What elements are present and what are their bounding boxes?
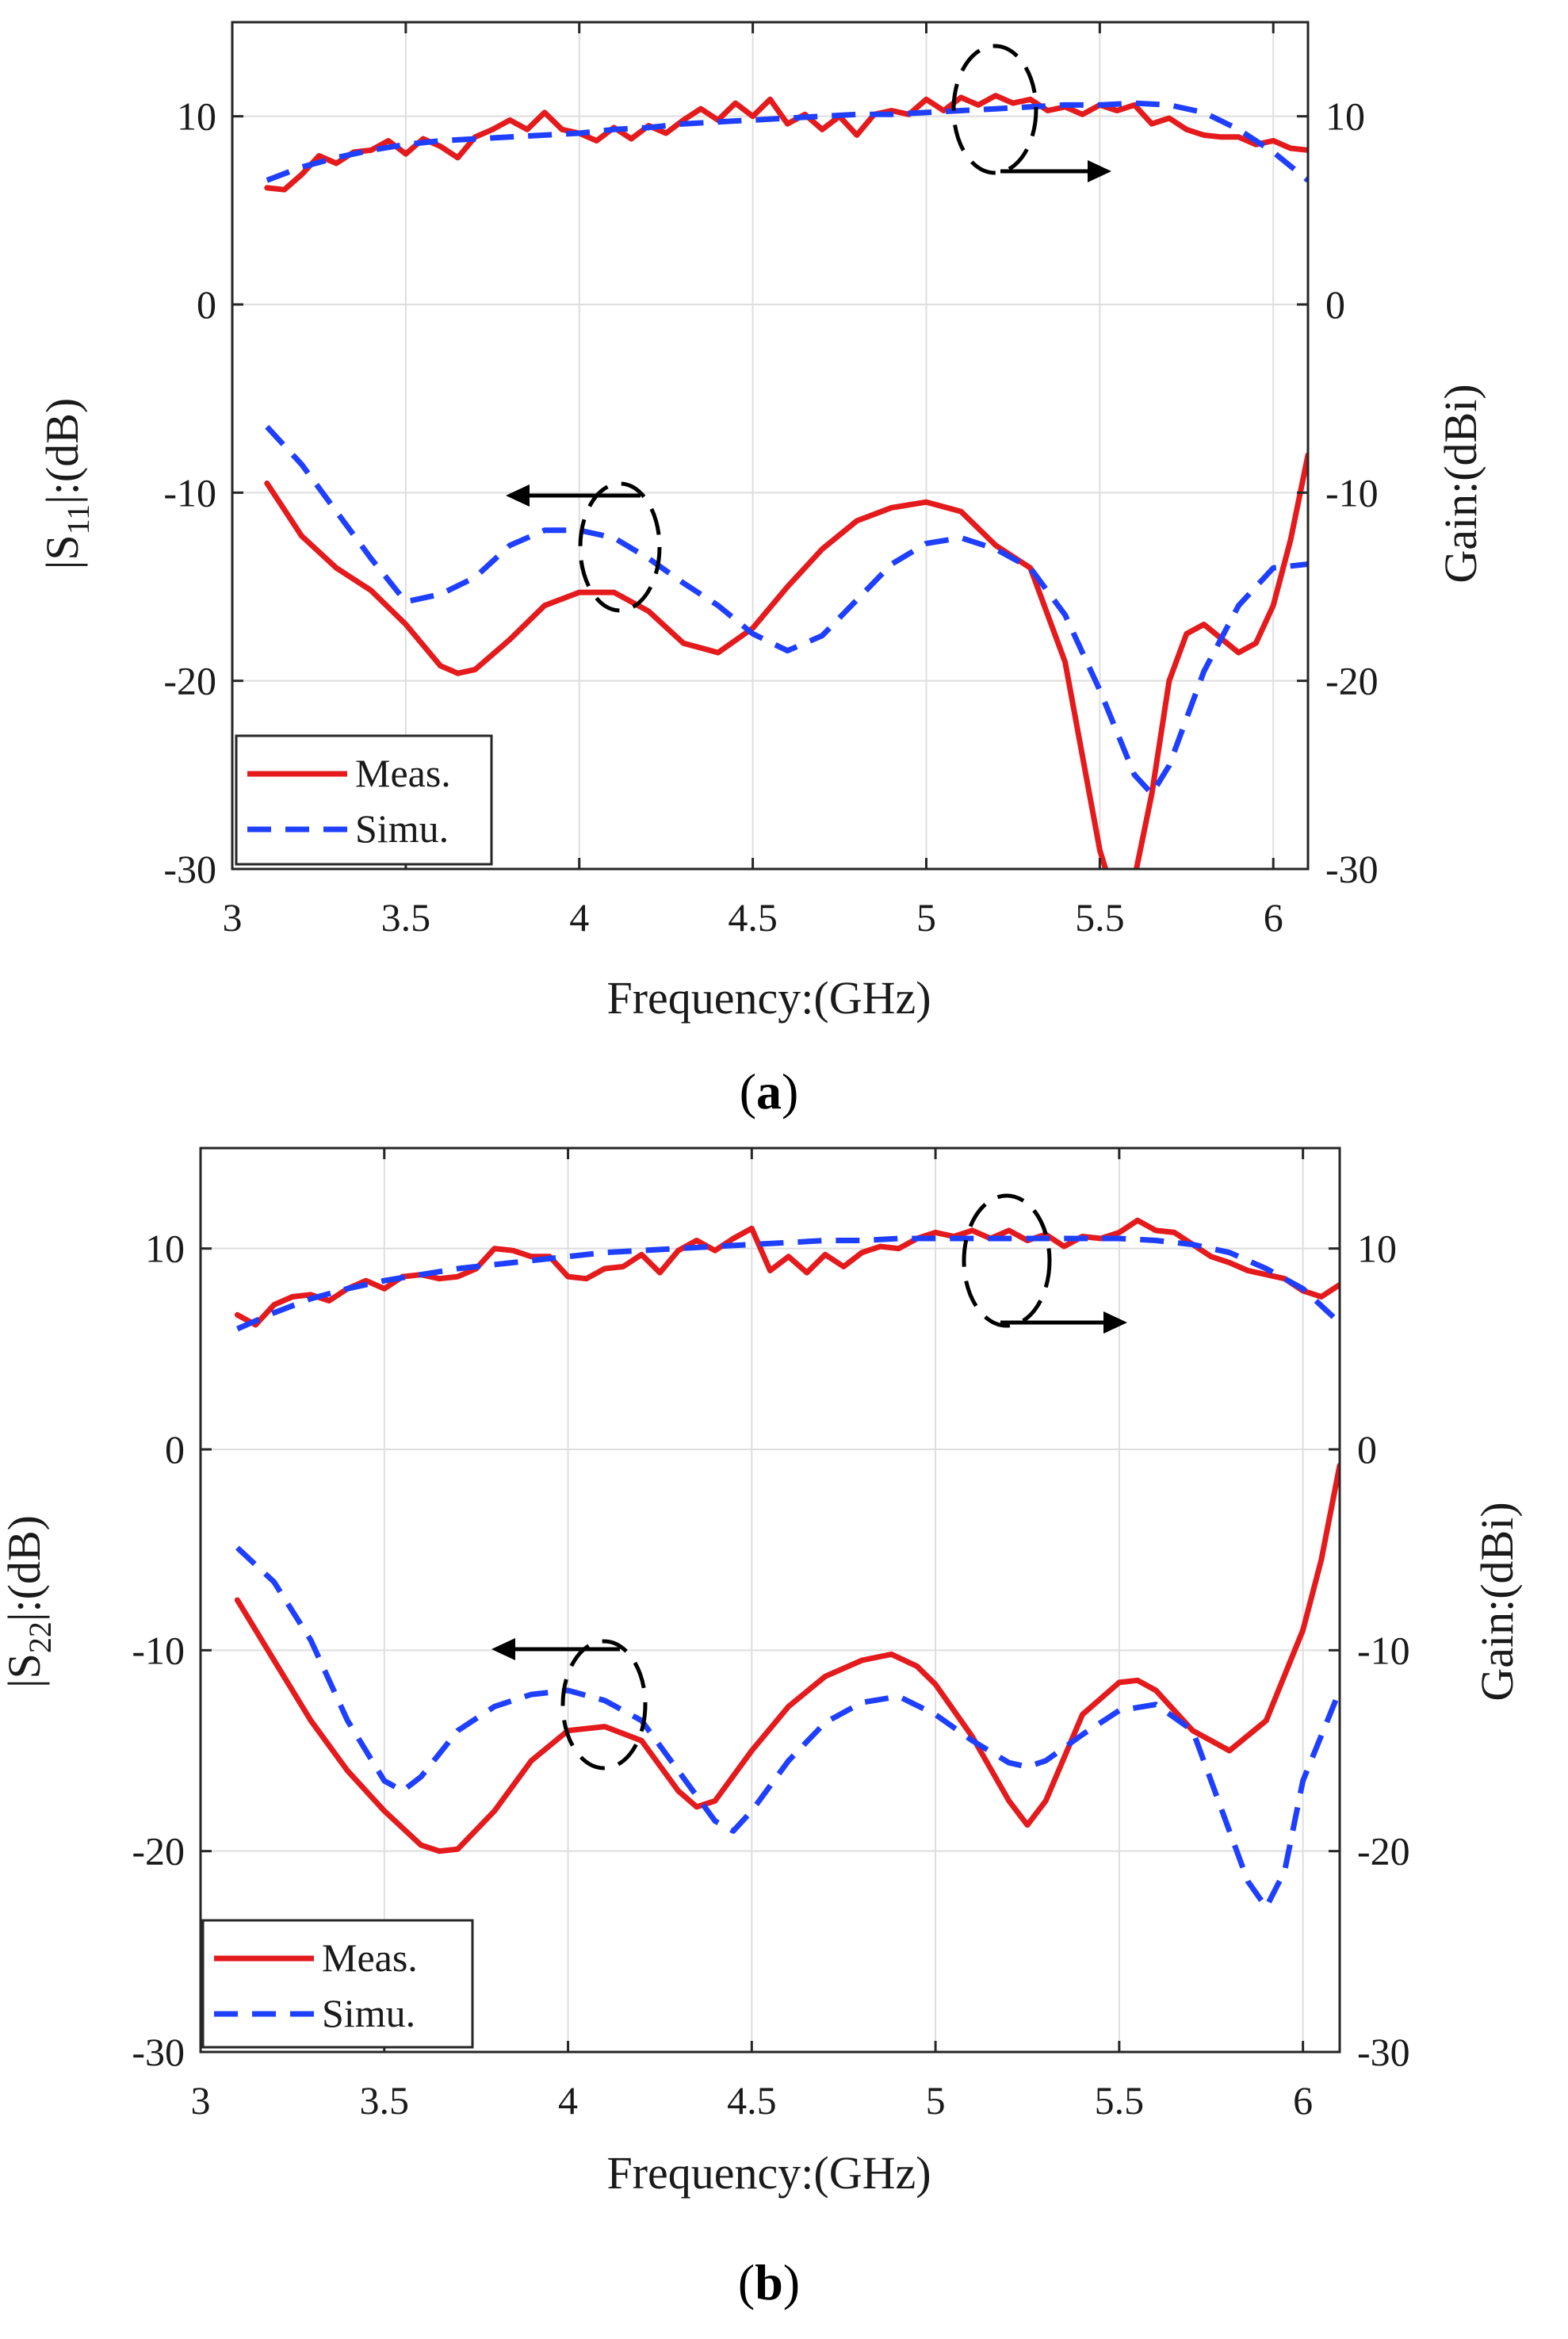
y-axis-label-suffix: |:(dB) [36,398,88,504]
series-line-s11-meas [264,452,1308,869]
series-line-gain-meas [264,93,1308,193]
annotation-ellipse-left [560,1639,648,1771]
y-tick-label-left: -10 [163,470,216,515]
y-tick-label-left: 10 [145,1227,185,1271]
plot-area [232,22,1308,869]
y-tick-label-right: 10 [1325,94,1365,139]
x-tick-label: 4.5 [727,2078,777,2123]
x-tick-label: 5.5 [1095,2078,1145,2123]
y-tick-label-left: 10 [177,94,216,139]
y-tick-label-left: -20 [163,659,216,703]
x-axis-label: Frequency:(GHz) [606,2147,931,2199]
axes-box [231,21,1310,871]
y-tick-label-left: -20 [132,1829,185,1874]
caption-letter: a [756,1063,782,1120]
y-axis-label-subscript: 11 [60,504,96,535]
x-tick-label: 6 [1264,895,1283,940]
legend-label-meas: Meas. [355,751,451,795]
panel-caption: (b) [738,2254,800,2310]
x-tick-label: 3.5 [381,895,431,940]
series-line-s22-simu [235,1545,1340,1911]
legend-box [235,734,493,866]
y-tick-label-right: -10 [1357,1628,1410,1672]
plot-area [201,1148,1340,2052]
series-group [234,1217,1340,1911]
x-tick-label: 5 [916,895,936,940]
x-tick-label: 4.5 [728,895,778,940]
y-tick-label-left: 0 [165,1427,185,1472]
legend-label-simu: Simu. [322,1991,415,2035]
caption-letter: b [755,2254,783,2310]
axes-box [199,1147,1341,2054]
caption-close-paren: ) [782,1063,798,1120]
caption-open-paren: ( [738,2254,755,2310]
y-axis-label-right: Gain:(dBi) [1435,384,1486,583]
x-tick-label: 4 [558,2078,578,2123]
x-axis-label: Frequency:(GHz) [606,972,931,1024]
y-tick-label-left: -30 [163,847,216,891]
y-tick-label-right: -20 [1325,659,1379,703]
y-axis-label-prefix: |S [0,1653,50,1688]
series-line-s22-meas [234,1462,1340,1855]
annotation-ellipse-right [951,44,1038,175]
caption-close-paren: ) [783,2254,800,2310]
annotation-arrow-left-head [506,484,530,507]
panel-caption: (a) [740,1063,799,1120]
y-axis-label-suffix: |:(dB) [0,1515,50,1621]
x-tick-label: 3 [223,895,243,940]
annotation-ellipse-right [962,1193,1052,1328]
y-axis-label-left: |S22|:(dB) [0,1515,58,1688]
y-tick-label-right: 0 [1325,282,1345,327]
x-tick-label: 6 [1293,2078,1313,2123]
y-tick-label-right: -30 [1325,847,1379,891]
y-axis-label-subscript: 22 [22,1621,58,1653]
series-group [264,93,1308,869]
legend-box [201,1919,474,2049]
y-tick-label-right: -10 [1325,470,1379,515]
y-tick-label-right: 0 [1357,1427,1377,1472]
x-tick-label: 4 [569,895,589,940]
legend-label-meas: Meas. [322,1935,418,1980]
y-axis-label-left: |S11|:(dB) [36,398,96,569]
x-tick-label: 3 [191,2078,211,2123]
annotation-arrow-left-head [491,1638,515,1660]
y-tick-label-right: -20 [1357,1829,1410,1874]
y-tick-label-left: -30 [132,2030,185,2074]
x-tick-label: 5.5 [1075,895,1125,940]
series-line-gain-simu [235,1235,1340,1332]
legend-label-simu: Simu. [355,806,449,851]
x-tick-label: 3.5 [360,2078,410,2123]
annotation-ellipse-left [578,481,662,613]
caption-open-paren: ( [740,1063,756,1120]
y-axis-label-prefix: |S [36,534,88,569]
y-tick-label-right: 10 [1357,1227,1397,1271]
y-axis-label-right: Gain:(dBi) [1471,1502,1523,1701]
x-tick-label: 5 [926,2078,946,2123]
y-tick-label-left: -10 [132,1628,185,1672]
y-tick-label-right: -30 [1357,2030,1410,2074]
y-tick-label-left: 0 [197,282,216,327]
annotation-arrow-right-head [1088,160,1111,182]
annotation-arrow-right-head [1103,1311,1127,1334]
